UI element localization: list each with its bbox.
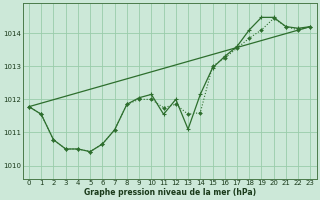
- X-axis label: Graphe pression niveau de la mer (hPa): Graphe pression niveau de la mer (hPa): [84, 188, 256, 197]
